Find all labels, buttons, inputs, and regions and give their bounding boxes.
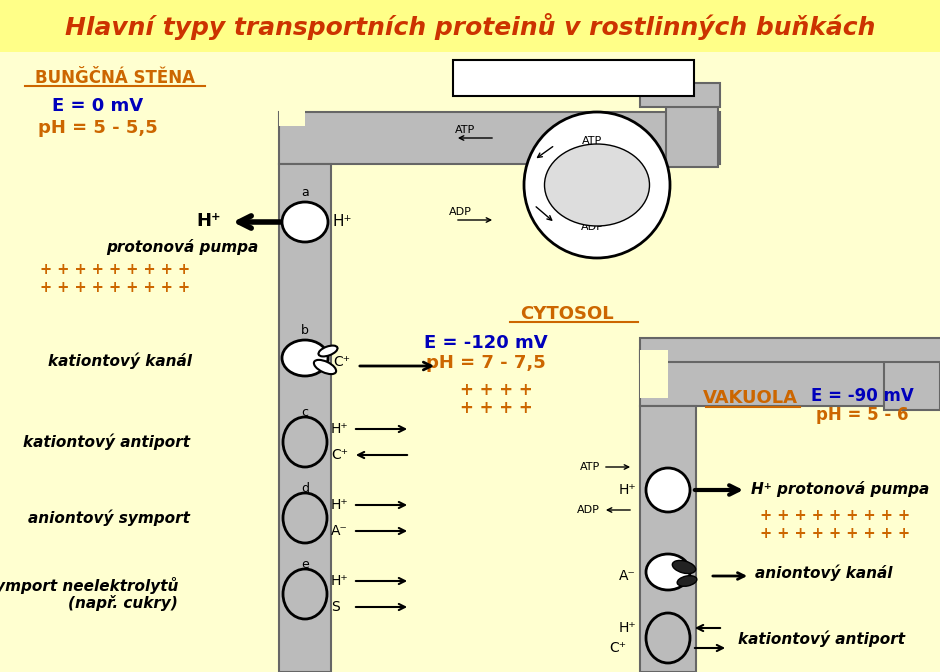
Text: H⁺: H⁺ [331,422,349,436]
Text: ADP: ADP [581,222,603,232]
Ellipse shape [646,554,690,590]
Text: ATP: ATP [455,125,475,135]
Bar [279,164,331,672]
Ellipse shape [283,417,327,467]
Text: a: a [301,185,309,198]
Text: pH = 5 - 6: pH = 5 - 6 [816,406,908,424]
Text: BUNĞČNÁ STĚNA: BUNĞČNÁ STĚNA [35,69,195,87]
Text: kationtový antiport: kationtový antiport [23,433,190,450]
Text: C⁺: C⁺ [333,355,350,369]
Text: A⁻: A⁻ [619,569,636,583]
Bar [640,338,940,362]
Text: ADP: ADP [577,505,600,515]
Text: ATP: ATP [582,136,603,146]
Bar [279,112,720,164]
Text: symport neelektrolytů: symport neelektrolytů [0,577,178,593]
Text: Hlavní typy transportních proteinů v rostlinných buňkách: Hlavní typy transportních proteinů v ros… [65,13,875,40]
Bar [279,95,305,126]
Bar [884,350,940,410]
Text: d: d [301,482,309,495]
Text: H⁺: H⁺ [196,212,221,230]
Text: aniontový symport: aniontový symport [28,510,190,526]
Text: A⁻: A⁻ [331,524,348,538]
Text: H⁺: H⁺ [619,621,636,635]
Text: aniontový kanál: aniontový kanál [755,564,892,581]
Text: + + + + + + + + +: + + + + + + + + + [39,263,190,278]
Text: kationtový kanál: kationtový kanál [48,353,192,369]
Text: + + + +: + + + + [460,399,532,417]
Text: pH = 5 - 5,5: pH = 5 - 5,5 [39,119,158,137]
Text: E = -120 mV: E = -120 mV [424,334,548,352]
Bar [0,0,940,52]
Bar [640,83,720,107]
Text: Plazmatická membrána: Plazmatická membrána [482,72,666,86]
Text: H⁺: H⁺ [333,214,352,228]
Ellipse shape [319,345,337,356]
Text: ADP: ADP [448,207,472,217]
Text: pH = 7 - 7,5: pH = 7 - 7,5 [426,354,546,372]
Text: + + + + + + + + +: + + + + + + + + + [39,280,190,296]
Ellipse shape [282,340,328,376]
Text: S: S [331,600,339,614]
Ellipse shape [646,613,690,663]
Text: e: e [301,558,309,571]
Text: protonová pumpa: protonová pumpa [106,239,258,255]
Text: + + + + + + + + +: + + + + + + + + + [760,509,910,523]
Bar [640,350,668,398]
FancyBboxPatch shape [453,60,694,96]
Ellipse shape [283,569,327,619]
Ellipse shape [672,560,696,574]
Ellipse shape [677,576,697,586]
Text: C⁺: C⁺ [609,641,626,655]
Ellipse shape [646,468,690,512]
Text: (např. cukry): (např. cukry) [68,595,178,611]
Text: H⁺: H⁺ [619,483,636,497]
Text: + + + +: + + + + [460,381,532,399]
Text: kationtový antiport: kationtový antiport [738,631,905,647]
Bar [666,95,718,167]
Ellipse shape [544,144,650,226]
Text: c: c [302,405,308,419]
Text: Mitochondrie: Mitochondrie [554,179,641,192]
Text: H⁺: H⁺ [331,498,349,512]
Bar [640,350,940,406]
Ellipse shape [282,202,328,242]
Text: + + + + + + + + +: + + + + + + + + + [760,526,910,542]
Ellipse shape [314,360,337,374]
Text: b: b [301,325,309,337]
Text: CYTOSOL: CYTOSOL [520,305,614,323]
Circle shape [524,112,670,258]
Ellipse shape [283,493,327,543]
Bar [640,406,696,672]
Text: C⁺: C⁺ [331,448,348,462]
Text: VAKUOLA: VAKUOLA [702,389,797,407]
Text: ATP: ATP [580,462,600,472]
Text: E = 0 mV: E = 0 mV [53,97,144,115]
Text: H⁺: H⁺ [331,574,349,588]
Text: H⁺ protonová pumpa: H⁺ protonová pumpa [751,481,930,497]
Text: E = -90 mV: E = -90 mV [810,387,914,405]
